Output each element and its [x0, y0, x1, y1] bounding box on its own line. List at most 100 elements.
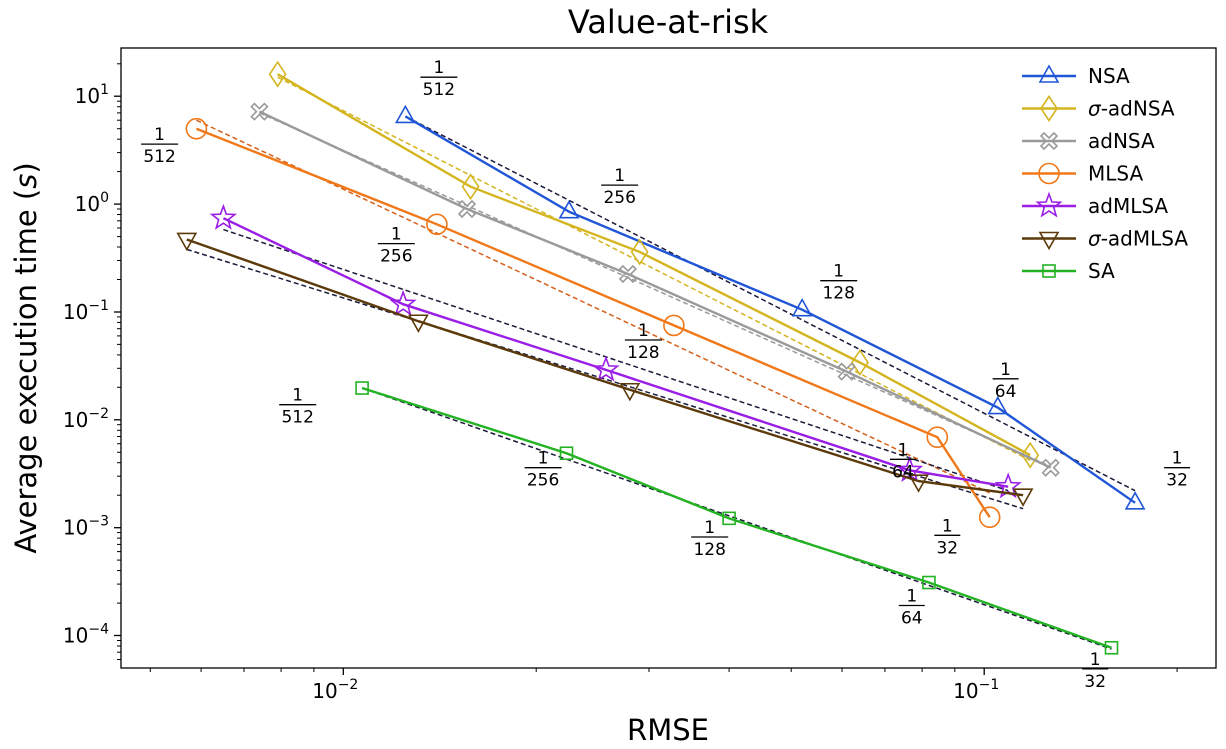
series-point-5-2 — [619, 382, 641, 402]
slope-denominator: 256 — [603, 188, 635, 208]
legend-label: adNSA — [1088, 129, 1155, 153]
series-point-5-1 — [408, 314, 429, 333]
series-point-1-2 — [630, 238, 649, 266]
series-point-2-3 — [837, 362, 856, 381]
series-point-4-1 — [389, 289, 417, 316]
x-tick-label-1: 10−1 — [953, 677, 999, 703]
series-point-6-4 — [1104, 640, 1119, 655]
chart-title: Value-at-risk — [568, 3, 769, 41]
slope-numerator: 1 — [391, 225, 402, 245]
series-point-0-1 — [558, 200, 580, 219]
series-point-0-0 — [395, 104, 416, 124]
legend-item-0: NSA — [1022, 64, 1130, 88]
slope-denominator: 128 — [693, 540, 725, 560]
x-tick-label-0: 10−2 — [312, 677, 358, 703]
slope-numerator: 1 — [538, 449, 549, 469]
series-point-4-2 — [592, 355, 620, 382]
slope-denominator: 32 — [1084, 672, 1106, 692]
series-2 — [250, 102, 1060, 477]
legend-item-1: σ-adNSA — [1022, 95, 1175, 122]
series-point-4-4 — [994, 472, 1022, 499]
series-line-4 — [222, 217, 1009, 488]
legend-swatch-marker — [1040, 95, 1058, 122]
legend-swatch-marker — [1038, 231, 1060, 251]
x-axis-label: RMSE — [627, 713, 709, 747]
slope-label-9: 132 — [934, 516, 961, 558]
slope-numerator: 1 — [906, 587, 917, 607]
series-point-6-2 — [722, 511, 736, 526]
series-point-5-3 — [908, 474, 929, 493]
legend-swatch-marker — [1035, 191, 1063, 218]
series-5 — [176, 232, 1034, 507]
fit-line-5 — [186, 248, 1024, 510]
legend-swatch-marker — [1039, 131, 1059, 151]
y-tick-label-2: 10−1 — [63, 298, 109, 324]
y-tick-label-5: 10−4 — [63, 622, 109, 648]
slope-numerator: 1 — [614, 166, 625, 186]
series-3 — [185, 117, 1001, 529]
fit-line-6 — [361, 387, 1112, 650]
y-axis-label-prefix: Average execution time ( — [9, 189, 43, 554]
y-tick-label-3: 10−2 — [63, 406, 109, 432]
series-point-1-0 — [268, 60, 287, 88]
slope-numerator: 1 — [154, 125, 165, 145]
slope-label-8: 164 — [890, 440, 916, 482]
legend-item-2: adNSA — [1022, 129, 1155, 153]
y-tick-label-0: 101 — [75, 82, 109, 108]
slope-denominator: 256 — [380, 247, 412, 267]
slope-annotations: 1512125611281641321512125611281641321512… — [141, 58, 1191, 692]
slope-numerator: 1 — [1090, 650, 1101, 670]
series-point-1-4 — [1021, 441, 1040, 469]
series-point-5-0 — [176, 232, 198, 252]
legend-label: NSA — [1088, 64, 1130, 88]
y-axis-label-variable: s — [9, 174, 43, 189]
slope-denominator: 64 — [995, 382, 1017, 402]
series-point-3-1 — [426, 213, 448, 236]
series-point-1-3 — [850, 349, 869, 376]
series-point-6-0 — [355, 381, 369, 395]
y-axis-label-suffix: ) — [9, 162, 43, 173]
fit-line-4 — [223, 228, 1009, 492]
legend-swatch-marker — [1038, 64, 1060, 83]
slope-numerator: 1 — [704, 518, 715, 538]
data-series — [176, 60, 1146, 655]
plot-frame — [120, 47, 1217, 669]
series-line-0 — [404, 115, 1136, 504]
series-point-6-3 — [922, 575, 936, 590]
slope-label-3: 164 — [992, 360, 1019, 402]
legend-swatch-marker — [1038, 162, 1060, 185]
series-point-2-2 — [618, 264, 638, 284]
series-1 — [268, 60, 1040, 469]
slope-label-14: 132 — [1082, 650, 1109, 692]
x-axis: 10−2 10−1 — [149, 668, 1178, 703]
series-point-4-0 — [209, 203, 238, 230]
series-point-3-4 — [978, 506, 1001, 529]
legend-label: σ-adNSA — [1088, 97, 1175, 121]
legend-item-6: SA — [1022, 259, 1115, 283]
series-point-0-3 — [987, 395, 1009, 415]
series-point-2-4 — [1041, 458, 1060, 477]
y-axis-label: Average execution time (s) — [9, 162, 43, 553]
fit-line-2 — [259, 112, 1052, 468]
slope-numerator: 1 — [833, 262, 844, 282]
series-point-2-1 — [457, 199, 477, 219]
series-line-3 — [195, 127, 991, 518]
series-line-5 — [186, 238, 1024, 497]
legend-label: MLSA — [1088, 162, 1143, 186]
fit-line-1 — [277, 76, 1031, 462]
slope-label-4: 132 — [1164, 449, 1191, 491]
slope-denominator: 128 — [627, 343, 659, 363]
legend-swatch-marker — [1042, 264, 1056, 278]
slope-numerator: 1 — [1172, 449, 1183, 469]
legend-item-4: adMLSA — [1022, 191, 1168, 218]
slope-denominator: 256 — [527, 471, 559, 491]
series-point-1-1 — [461, 173, 480, 201]
